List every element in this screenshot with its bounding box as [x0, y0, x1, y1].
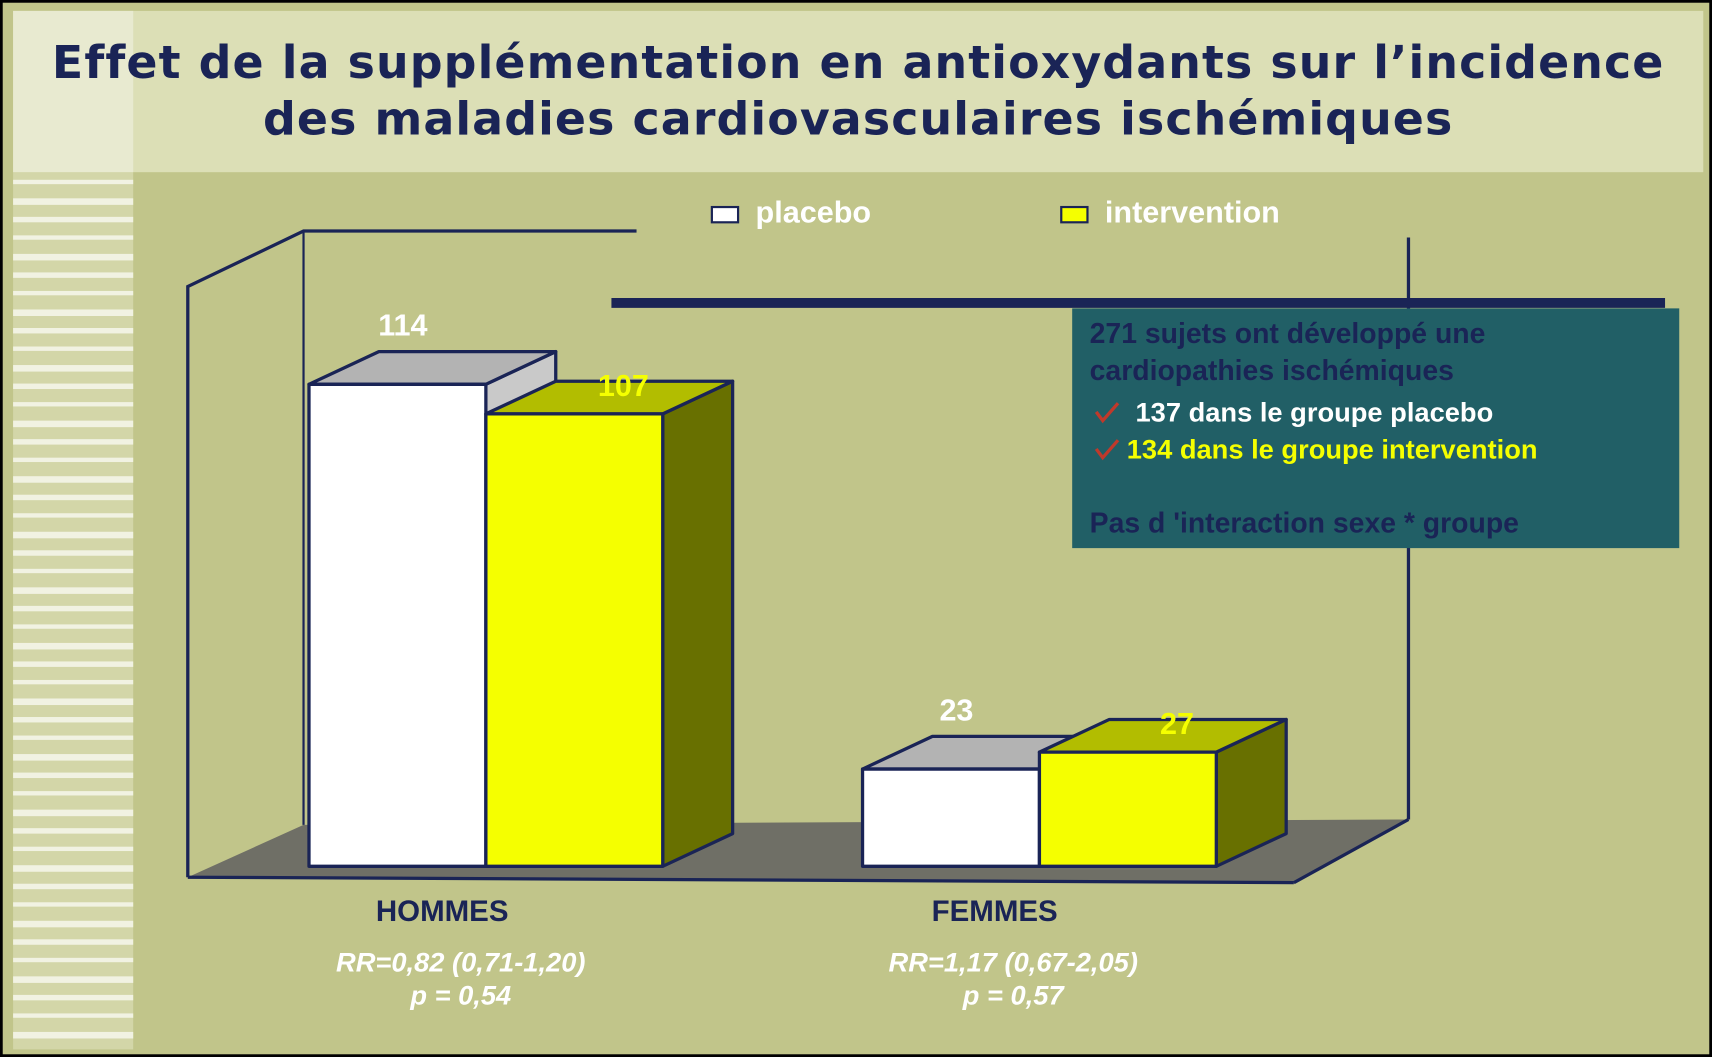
stripe — [13, 679, 134, 685]
stripe — [13, 939, 134, 945]
bar — [307, 382, 488, 868]
bars: 114 107 23 27 — [307, 309, 1288, 868]
stripe — [13, 717, 134, 723]
bar — [484, 412, 665, 868]
stripe — [13, 957, 134, 963]
info-text: 137 dans le groupe placebo — [1136, 396, 1494, 427]
stripe — [13, 420, 134, 428]
stripe — [13, 439, 134, 445]
stripe — [13, 1013, 134, 1018]
stripe — [13, 587, 134, 594]
title-band — [13, 10, 1704, 173]
stripe — [13, 809, 134, 817]
info-box — [1072, 308, 1680, 549]
wall-line — [186, 229, 637, 878]
title-band-left — [13, 10, 134, 173]
stripe — [13, 494, 134, 501]
value-label: 27 — [1160, 707, 1194, 741]
category-note: p = 0,54 — [409, 979, 511, 1010]
stripe — [13, 476, 134, 483]
x-tick-label: HOMMES — [376, 895, 509, 928]
stripe — [13, 754, 134, 761]
stripe — [13, 290, 134, 296]
chart-title: Effet de la supplémentation en antioxyda… — [52, 35, 1665, 89]
legend-label: placebo — [756, 196, 871, 230]
stripe — [13, 383, 134, 390]
stripe — [13, 846, 134, 852]
check-icon — [1094, 439, 1120, 461]
stripe — [13, 624, 134, 629]
stripe — [13, 550, 134, 556]
info-text: Pas d 'interaction sexe * groupe — [1090, 508, 1519, 540]
bar-side — [661, 379, 735, 868]
stripe — [13, 902, 134, 907]
stripe — [13, 402, 134, 407]
info-text: 134 dans le groupe intervention — [1127, 433, 1538, 464]
value-label: 23 — [939, 693, 973, 727]
value-label: 107 — [598, 369, 649, 403]
stripe — [13, 568, 134, 574]
stripe — [13, 772, 134, 779]
stripe — [13, 365, 134, 372]
stripe — [13, 198, 134, 205]
stripe — [13, 698, 134, 706]
stripe — [13, 865, 134, 872]
stripe — [13, 309, 134, 317]
stripe — [13, 327, 134, 334]
legend-swatch — [710, 205, 740, 224]
category-note: RR=1,17 (0,67-2,05) — [889, 947, 1138, 978]
stripe — [13, 920, 134, 928]
bar — [860, 767, 1042, 868]
stripe — [13, 605, 134, 612]
value-label: 114 — [378, 309, 427, 343]
check-icon — [1094, 402, 1120, 424]
side-stripes — [13, 172, 134, 1050]
x-tick-label: FEMMES — [932, 895, 1058, 928]
bar — [1037, 750, 1218, 868]
stripe — [13, 1031, 134, 1039]
stripe — [13, 642, 134, 650]
stripe — [13, 457, 134, 463]
category-note: p = 0,57 — [962, 979, 1066, 1010]
stripe — [13, 531, 134, 539]
stripe — [13, 272, 134, 278]
stripe — [13, 216, 134, 223]
axis-line — [187, 875, 1294, 885]
stripe — [13, 976, 134, 983]
stripe — [13, 235, 134, 240]
stripe — [13, 253, 134, 261]
stripe — [13, 883, 134, 890]
chart-title: des maladies cardiovasculaires ischémiqu… — [263, 92, 1453, 146]
stripe — [13, 994, 134, 1001]
stripe — [13, 828, 134, 834]
legend-swatch — [1060, 205, 1089, 224]
info-text: cardiopathies ischémiques — [1090, 355, 1454, 387]
info-text: 271 sujets ont développé une — [1090, 318, 1486, 350]
stripe — [13, 346, 134, 351]
legend-label: intervention — [1105, 196, 1280, 230]
stripe — [13, 661, 134, 667]
category-note: RR=0,82 (0,71-1,20) — [336, 947, 585, 978]
axis-line — [1293, 818, 1410, 885]
stripe — [13, 791, 134, 796]
stripe — [13, 179, 134, 185]
stripe — [13, 735, 134, 740]
stripe — [13, 513, 134, 518]
